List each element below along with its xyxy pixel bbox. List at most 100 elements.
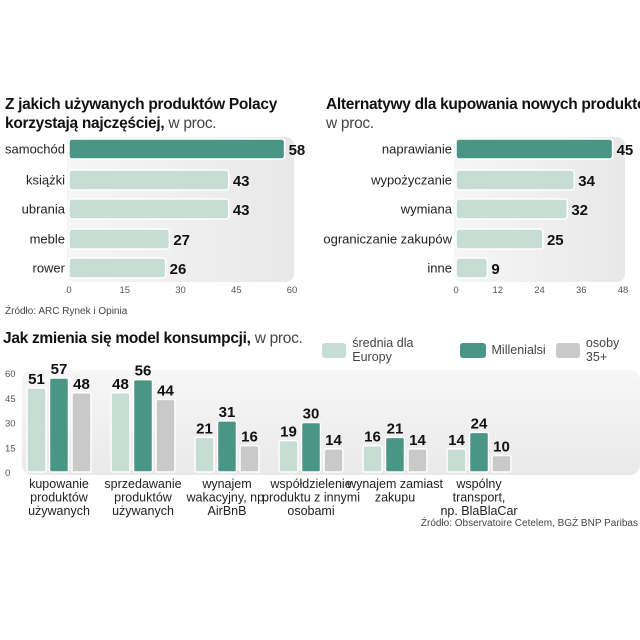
x-tick-label: 36 xyxy=(576,285,587,296)
data-label: 16 xyxy=(241,429,258,446)
bar xyxy=(110,392,131,473)
chart2-unit: w proc. xyxy=(326,115,374,132)
bar xyxy=(323,448,344,473)
category-label: współdzielenie xyxy=(269,477,351,491)
category-label: meble xyxy=(30,232,65,247)
legend-swatch xyxy=(459,342,486,358)
bar xyxy=(362,444,383,473)
data-label: 14 xyxy=(409,432,426,449)
category-label: naprawianie xyxy=(382,142,452,157)
data-label: 27 xyxy=(173,232,190,249)
bar xyxy=(446,448,467,473)
category-label: wynajem xyxy=(201,477,251,491)
data-label: 43 xyxy=(233,202,250,219)
data-label: 32 xyxy=(571,202,588,219)
bar xyxy=(384,436,406,473)
data-label: 45 xyxy=(617,142,634,159)
data-label: 56 xyxy=(135,363,152,380)
data-label: 9 xyxy=(491,261,499,278)
x-tick-label: 0 xyxy=(453,285,458,296)
legend-swatch xyxy=(322,342,347,358)
legend-item: osoby 35+ xyxy=(555,336,640,364)
data-label: 44 xyxy=(157,382,174,399)
x-tick-label: 30 xyxy=(175,285,186,296)
category-label: transport, xyxy=(453,491,506,505)
x-tick-label: 24 xyxy=(534,285,545,296)
y-tick-label: 30 xyxy=(5,419,16,430)
data-label: 58 xyxy=(289,142,306,159)
bar xyxy=(26,387,47,473)
bar xyxy=(132,378,154,473)
category-label: ubrania xyxy=(22,202,66,217)
x-tick-label: 60 xyxy=(287,285,298,296)
chart3-source: Źródło: Observatoire Cetelem, BGŻ BNP Pa… xyxy=(420,518,638,529)
chart3-legend: średnia dla Europy Millenialsi osoby 35+ xyxy=(322,336,640,364)
category-label: wspólny xyxy=(455,477,502,491)
chart2-title: Alternatywy dla kupowania nowych produkt… xyxy=(326,95,640,133)
y-tick-label: 45 xyxy=(5,394,16,405)
category-label: wypożyczanie xyxy=(370,173,452,188)
data-label: 31 xyxy=(219,404,236,421)
data-label: 25 xyxy=(547,232,564,249)
category-label: książki xyxy=(26,173,65,188)
category-label: inne xyxy=(427,261,452,276)
category-label: produktów xyxy=(30,491,89,505)
category-label: np. BlaBlaCar xyxy=(440,504,517,518)
bar xyxy=(278,439,299,473)
x-tick-label: 0 xyxy=(66,285,71,296)
data-label: 21 xyxy=(387,420,404,437)
category-label: AirBnB xyxy=(208,504,247,518)
y-tick-label: 0 xyxy=(5,468,10,479)
legend-swatch xyxy=(555,342,580,358)
chart1-source: Źródło: ARC Rynek i Opinia xyxy=(5,306,128,317)
data-label: 57 xyxy=(51,361,68,378)
bar xyxy=(455,169,576,191)
category-label: osobami xyxy=(287,504,334,518)
bar xyxy=(194,436,215,473)
bar xyxy=(68,198,230,220)
bar xyxy=(48,377,70,473)
bar xyxy=(455,138,614,160)
chart1-unit: w proc. xyxy=(168,115,217,132)
y-tick-label: 15 xyxy=(5,443,16,454)
data-label: 21 xyxy=(196,420,213,437)
bar xyxy=(455,198,569,220)
data-label: 51 xyxy=(28,371,45,388)
category-label: używanych xyxy=(112,504,174,518)
bar xyxy=(300,421,322,473)
bar xyxy=(155,398,176,473)
data-label: 16 xyxy=(364,429,381,446)
x-tick-label: 48 xyxy=(618,285,629,296)
bar xyxy=(68,257,167,279)
data-label: 30 xyxy=(303,406,320,423)
bar xyxy=(407,448,428,473)
bar xyxy=(71,392,92,473)
category-label: ograniczanie zakupów xyxy=(323,232,452,247)
data-label: 14 xyxy=(325,432,342,449)
bar xyxy=(455,228,544,250)
chart3-title: Jak zmienia się model konsumpcji, w proc… xyxy=(3,330,303,347)
bar xyxy=(468,431,490,473)
category-label: wymiana xyxy=(400,202,453,217)
legend-item: średnia dla Europy xyxy=(322,336,450,364)
category-label: produktów xyxy=(114,491,173,505)
data-label: 19 xyxy=(280,424,297,441)
category-label: wakacyjny, np. xyxy=(185,491,267,505)
y-tick-label: 60 xyxy=(5,369,16,380)
data-label: 14 xyxy=(448,432,465,449)
x-tick-label: 15 xyxy=(119,285,130,296)
data-label: 34 xyxy=(578,173,595,190)
category-label: wynajem zamiast xyxy=(346,477,443,491)
category-label: kupowanie xyxy=(29,477,89,491)
category-label: sprzedawanie xyxy=(104,477,181,491)
bar xyxy=(68,169,230,191)
category-label: samochód xyxy=(5,142,65,157)
bar xyxy=(491,454,512,473)
category-label: produktu z innymi xyxy=(262,491,360,505)
x-tick-label: 45 xyxy=(231,285,242,296)
category-label: używanych xyxy=(28,504,90,518)
data-label: 10 xyxy=(493,439,510,456)
bar xyxy=(68,228,171,250)
category-label: zakupu xyxy=(375,491,415,505)
